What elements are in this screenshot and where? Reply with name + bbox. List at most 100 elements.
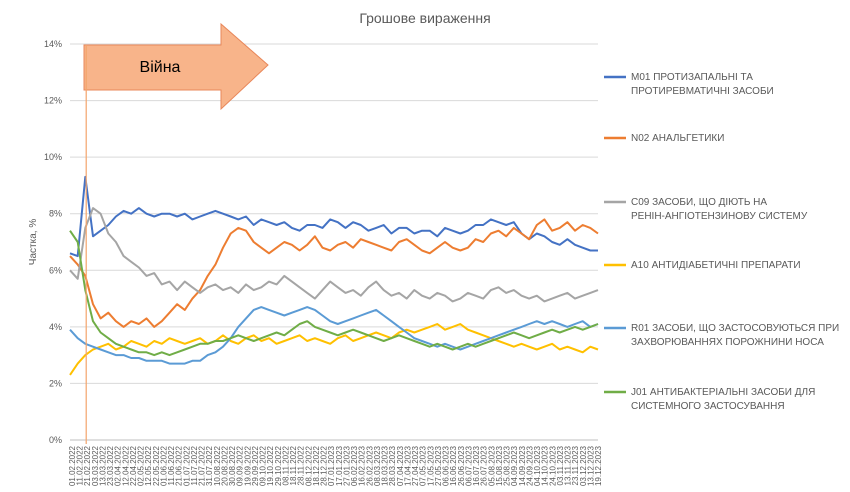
x-tick-label: 01.06.2022 (160, 445, 169, 486)
x-tick-label: 06.07.2023 (464, 445, 473, 486)
x-tick-label: 19.12.2023 (594, 445, 603, 486)
legend-label: A10 АНТИДІАБЕТИЧНІ ПРЕПАРАТИ (631, 260, 801, 271)
series-line-4 (69, 323, 599, 376)
x-tick-label: 28.12.2022 (320, 445, 329, 486)
x-tick-label: 04.09.2023 (510, 445, 519, 486)
x-tick-label: 20.08.2022 (221, 445, 230, 486)
x-tick-label: 11.06.2022 (167, 445, 176, 485)
x-tick-label: 16.06.2023 (449, 445, 458, 486)
x-tick-label: 26.07.2023 (480, 445, 489, 486)
x-tick-label: 05.08.2023 (487, 445, 496, 486)
x-tick-label: 25.08.2023 (503, 445, 512, 486)
y-tick-label: 6% (49, 265, 62, 275)
x-tick-label: 13.03.2022 (99, 445, 108, 486)
x-tick-label: 12.05.2022 (144, 445, 153, 486)
x-tick-label: 19.09.2022 (243, 445, 252, 486)
y-tick-label: 0% (49, 435, 62, 445)
x-tick-label: 30.08.2022 (228, 445, 237, 486)
y-tick-labels: 0% 2% 4% 6% 8% 10% 12% 14% (44, 39, 62, 445)
x-tick-label: 01.02.2022 (68, 445, 77, 486)
legend-label: M01 ПРОТИЗАПАЛЬНІ ТА ПРОТИРЕВМАТИЧНІ ЗАСО… (631, 72, 774, 97)
x-tick-label: 23.11.2023 (571, 445, 580, 485)
x-tick-label: 24.09.2023 (525, 445, 534, 486)
x-tick-label: 26.02.2023 (365, 445, 374, 486)
series-line-6 (69, 230, 599, 357)
x-tick-label: 31.07.2022 (205, 445, 214, 486)
chart-title: Грошове вираження (359, 10, 490, 26)
x-tick-label: 21.07.2022 (198, 445, 207, 486)
x-tick-label: 29.09.2022 (251, 445, 260, 486)
x-tick-label: 26.06.2023 (457, 445, 466, 486)
x-tick-label: 09.09.2022 (236, 445, 245, 486)
y-tick-label: 12% (44, 96, 62, 106)
x-tick-label: 28.03.2023 (388, 445, 397, 486)
x-tick-label: 10.08.2022 (213, 445, 222, 486)
series-line-3 (69, 207, 599, 303)
x-tick-label: 11.02.2022 (76, 445, 85, 485)
x-tick-label: 13.11.2023 (564, 445, 573, 485)
x-tick-label: 06.02.2023 (350, 445, 359, 486)
series-line-5 (69, 306, 599, 365)
x-tick-label: 17.04.2023 (403, 445, 412, 486)
x-tick-label: 27.01.2023 (342, 445, 351, 486)
x-tick-label: 01.07.2022 (182, 445, 191, 486)
x-tick-label: 15.08.2023 (495, 445, 504, 486)
x-tick-label: 24.10.2023 (548, 445, 557, 486)
series-lines (69, 175, 599, 376)
x-tick-label: 06.06.2023 (442, 445, 451, 486)
legend-label: R01 ЗАСОБИ, ЩО ЗАСТОСОВУЮТЬСЯ ПРИ ЗАХВОРЮ… (631, 323, 839, 348)
x-tick-label: 07.04.2023 (396, 445, 405, 486)
x-tick-label: 27.04.2023 (411, 445, 420, 486)
x-tick-label: 22.05.2022 (152, 445, 161, 486)
war-annotation-label: Війна (140, 59, 181, 76)
x-tick-label: 07.05.2023 (419, 445, 428, 486)
y-tick-label: 4% (49, 322, 62, 332)
war-arrow (83, 22, 269, 111)
x-tick-label: 07.01.2023 (327, 445, 336, 486)
x-tick-label: 03.12.2023 (579, 445, 588, 486)
x-tick-label: 12.04.2022 (121, 445, 130, 486)
x-tick-label: 27.05.2023 (434, 445, 443, 486)
x-tick-label: 18.11.2022 (289, 445, 298, 485)
x-tick-label: 08.11.2022 (281, 445, 290, 485)
x-tick-label: 16.07.2023 (472, 445, 481, 486)
x-tick-label: 19.10.2022 (266, 445, 275, 486)
x-tick-label: 03.11.2023 (556, 445, 565, 485)
series-line-1 (69, 175, 598, 258)
x-tick-label: 03.03.2022 (91, 445, 100, 486)
x-tick-label: 18.03.2023 (381, 445, 390, 486)
y-tick-label: 14% (44, 39, 62, 49)
series-line-2 (69, 218, 599, 328)
y-tick-label: 10% (44, 152, 62, 162)
x-tick-label: 02.05.2022 (137, 445, 146, 486)
x-tick-label: 08.03.2023 (373, 445, 382, 486)
x-tick-label: 04.10.2023 (533, 445, 542, 486)
x-tick-label: 17.01.2023 (335, 445, 344, 486)
x-tick-label: 13.12.2023 (586, 445, 595, 486)
legend: M01 ПРОТИЗАПАЛЬНІ ТА ПРОТИРЕВМАТИЧНІ ЗАСО… (604, 72, 839, 412)
x-tick-label: 28.11.2022 (297, 445, 306, 485)
x-tick-label: 14.10.2023 (541, 445, 550, 486)
x-tick-label: 02.04.2022 (114, 445, 123, 486)
x-tick-label: 21.06.2022 (175, 445, 184, 486)
x-tick-label: 16.02.2023 (358, 445, 367, 486)
legend-label: J01 АНТИБАКТЕРІАЛЬНІ ЗАСОБИ ДЛЯ СИСТЕМНОГ… (631, 387, 815, 412)
x-tick-label: 09.10.2022 (259, 445, 268, 486)
legend-label: N02 АНАЛЬГЕТИКИ (631, 133, 724, 144)
grid-lines (70, 43, 598, 441)
x-tick-label: 17.05.2023 (426, 445, 435, 486)
y-tick-label: 2% (49, 378, 62, 388)
war-annotation: Війна (83, 22, 269, 444)
x-tick-label: 21.02.2022 (83, 445, 92, 486)
x-tick-label: 23.03.2022 (106, 445, 115, 486)
x-tick-labels: 01.02.202211.02.202221.02.202203.03.2022… (68, 445, 603, 486)
x-tick-label: 11.07.2022 (190, 445, 199, 485)
legend-label: C09 ЗАСОБИ, ЩО ДІЮТЬ НА РЕНІН-АНГІОТЕНЗИН… (631, 197, 808, 222)
x-tick-label: 22.04.2022 (129, 445, 138, 486)
x-tick-label: 08.12.2022 (304, 445, 313, 486)
y-axis-label: Частка, % (28, 219, 39, 266)
x-tick-label: 14.09.2023 (518, 445, 527, 486)
y-tick-label: 8% (49, 209, 62, 219)
x-tick-label: 18.12.2022 (312, 445, 321, 486)
